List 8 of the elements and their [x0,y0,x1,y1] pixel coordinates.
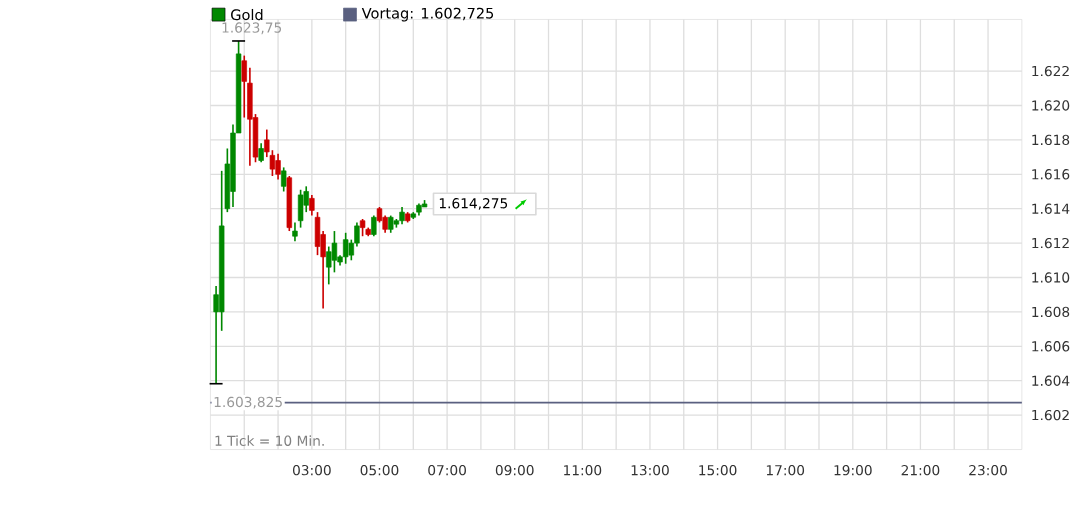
candlestick [281,166,287,192]
candlestick [292,221,298,242]
candlestick [275,152,281,180]
candlestick [371,214,377,237]
candlestick [297,188,304,229]
candlestick [309,193,315,217]
candlestick [342,231,349,265]
candlestick [258,142,264,163]
